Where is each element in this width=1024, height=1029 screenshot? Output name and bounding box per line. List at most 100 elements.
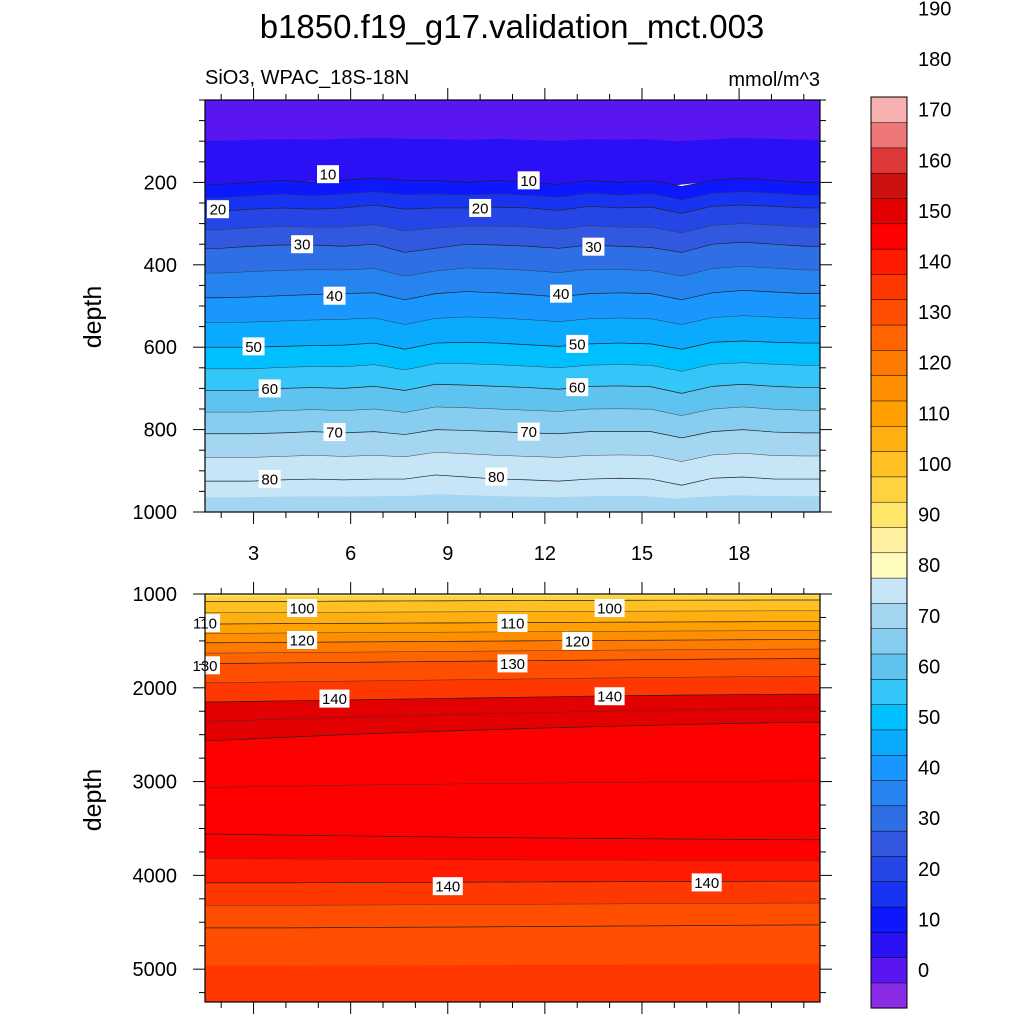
lower-y-tick-label: 5000	[133, 959, 178, 981]
colorbar-tick-label: 80	[918, 555, 940, 577]
upper-contour-label-bg	[550, 284, 573, 303]
upper-contour-label: 80	[488, 469, 505, 486]
upper-x-tick-label: 9	[442, 543, 453, 565]
lower-contour-label-bg	[319, 689, 350, 708]
upper-contour-label-bg	[258, 470, 281, 489]
upper-contour-label-bg	[291, 235, 314, 254]
upper-band	[205, 100, 820, 142]
colorbar-swatch	[870, 552, 908, 579]
upper-contour-label-bg	[323, 286, 346, 305]
lower-contour-line	[205, 924, 820, 929]
lower-contour-label: 120	[290, 632, 315, 649]
colorbar-tick-label: 190	[918, 0, 951, 20]
upper-fills	[205, 100, 820, 512]
lower-fills	[205, 594, 820, 1002]
lower-contour-label: 130	[500, 656, 525, 673]
upper-x-tick-label: 6	[345, 543, 356, 565]
colorbar-tick-label: 60	[918, 656, 940, 678]
colorbar-swatch	[870, 375, 908, 402]
colorbar-swatch	[870, 349, 908, 376]
colorbar-swatch	[870, 425, 908, 452]
colorbar-swatch	[870, 476, 908, 503]
colorbar-tick-label: 20	[918, 859, 940, 881]
lower-contour-label: 100	[290, 601, 315, 618]
lower-band	[205, 964, 820, 1002]
lower-band	[205, 902, 820, 929]
upper-contour-label: 70	[326, 425, 343, 442]
upper-contour-label-bg	[517, 171, 540, 190]
upper-contour-line	[205, 204, 820, 214]
colorbar-tick-label: 40	[918, 758, 940, 780]
colorbar-tick-label: 10	[918, 909, 940, 931]
upper-contour-line	[205, 474, 820, 486]
upper-contour-line-minor	[205, 406, 820, 416]
colorbar-tick-label: 140	[918, 251, 951, 273]
upper-contour-label: 20	[472, 200, 489, 217]
lower-y-tick-label: 2000	[133, 678, 178, 700]
upper-contour-label-bg	[582, 237, 605, 256]
lower-contour-label-bg	[497, 654, 528, 673]
lower-y-axis-label: depth	[79, 769, 107, 832]
colorbar-swatch	[870, 96, 908, 123]
upper-contour-label: 70	[520, 424, 537, 441]
lower-band	[205, 780, 820, 841]
lower-contour-label: 100	[597, 601, 622, 618]
colorbar-swatch	[870, 881, 908, 908]
upper-contour-label: 30	[294, 237, 311, 254]
lower-contour-label: 120	[565, 633, 590, 650]
colorbar-swatch	[870, 982, 908, 1009]
upper-y-tick-label: 200	[144, 172, 177, 194]
upper-contour-label: 30	[585, 239, 602, 256]
colorbar-tick-label: 30	[918, 808, 940, 830]
lower-contour-line	[205, 721, 820, 741]
upper-contour-line-minor	[205, 452, 820, 462]
colorbar-frame	[870, 96, 908, 1009]
colorbar-tick-label: 120	[918, 353, 951, 375]
upper-contour-label-bg	[566, 334, 589, 353]
colorbar: 0 10 20 30 40 50 60 70 80 90 100 110 120 130 140 150 160…	[870, 0, 951, 1009]
colorbar-swatch	[870, 754, 908, 781]
lower-contour-label-bg	[287, 630, 318, 649]
upper-contour-line	[205, 429, 820, 439]
colorbar-swatch	[870, 628, 908, 655]
lower-contour-line-minor	[205, 858, 820, 861]
lower-contour-line-minor	[205, 707, 820, 722]
colorbar-tick-label: 90	[918, 505, 940, 527]
chart-subtitle: SiO3, WPAC_18S-18N	[205, 67, 409, 89]
upper-y-tick-label: 800	[144, 420, 177, 442]
colorbar-swatch	[870, 122, 908, 149]
lower-contour-line-minor	[205, 902, 820, 906]
upper-x-tick-label: 3	[248, 543, 259, 565]
upper-contour-label-bg	[323, 423, 346, 442]
lower-contour-label-bg	[287, 599, 318, 618]
upper-contour-label-bg	[485, 467, 508, 486]
upper-contour-line	[205, 289, 820, 301]
lower-contour-line	[205, 880, 820, 884]
upper-contour-label-bg	[206, 200, 229, 219]
colorbar-tick-label: 110	[918, 403, 950, 425]
lower-contour-label-bg	[497, 614, 528, 633]
upper-contour-label: 60	[261, 381, 278, 398]
colorbar-swatch	[870, 172, 908, 199]
colorbar-swatch	[870, 501, 908, 528]
chart-units: mmol/m^3	[728, 69, 820, 91]
colorbar-swatch	[870, 577, 908, 604]
lower-contour-label-bg	[594, 599, 625, 618]
colorbar-tick-label: 170	[918, 100, 951, 122]
upper-contour-label: 40	[553, 286, 570, 303]
upper-y-tick-label: 400	[144, 255, 177, 277]
lower-contour-label-bg	[432, 877, 463, 896]
lower-contour-label-bg	[594, 687, 625, 706]
colorbar-tick-label: 0	[918, 960, 929, 982]
lower-y-tick-label: 1000	[133, 584, 178, 606]
colorbar-swatch	[870, 729, 908, 756]
upper-contour-label: 50	[245, 339, 262, 356]
lower-band	[205, 858, 820, 884]
upper-y-tick-label: 1000	[133, 502, 178, 524]
upper-contour-label: 20	[210, 202, 227, 219]
lower-y-tick-label: 4000	[133, 865, 178, 887]
colorbar-swatch	[870, 855, 908, 883]
upper-contour-label-bg	[469, 198, 492, 217]
